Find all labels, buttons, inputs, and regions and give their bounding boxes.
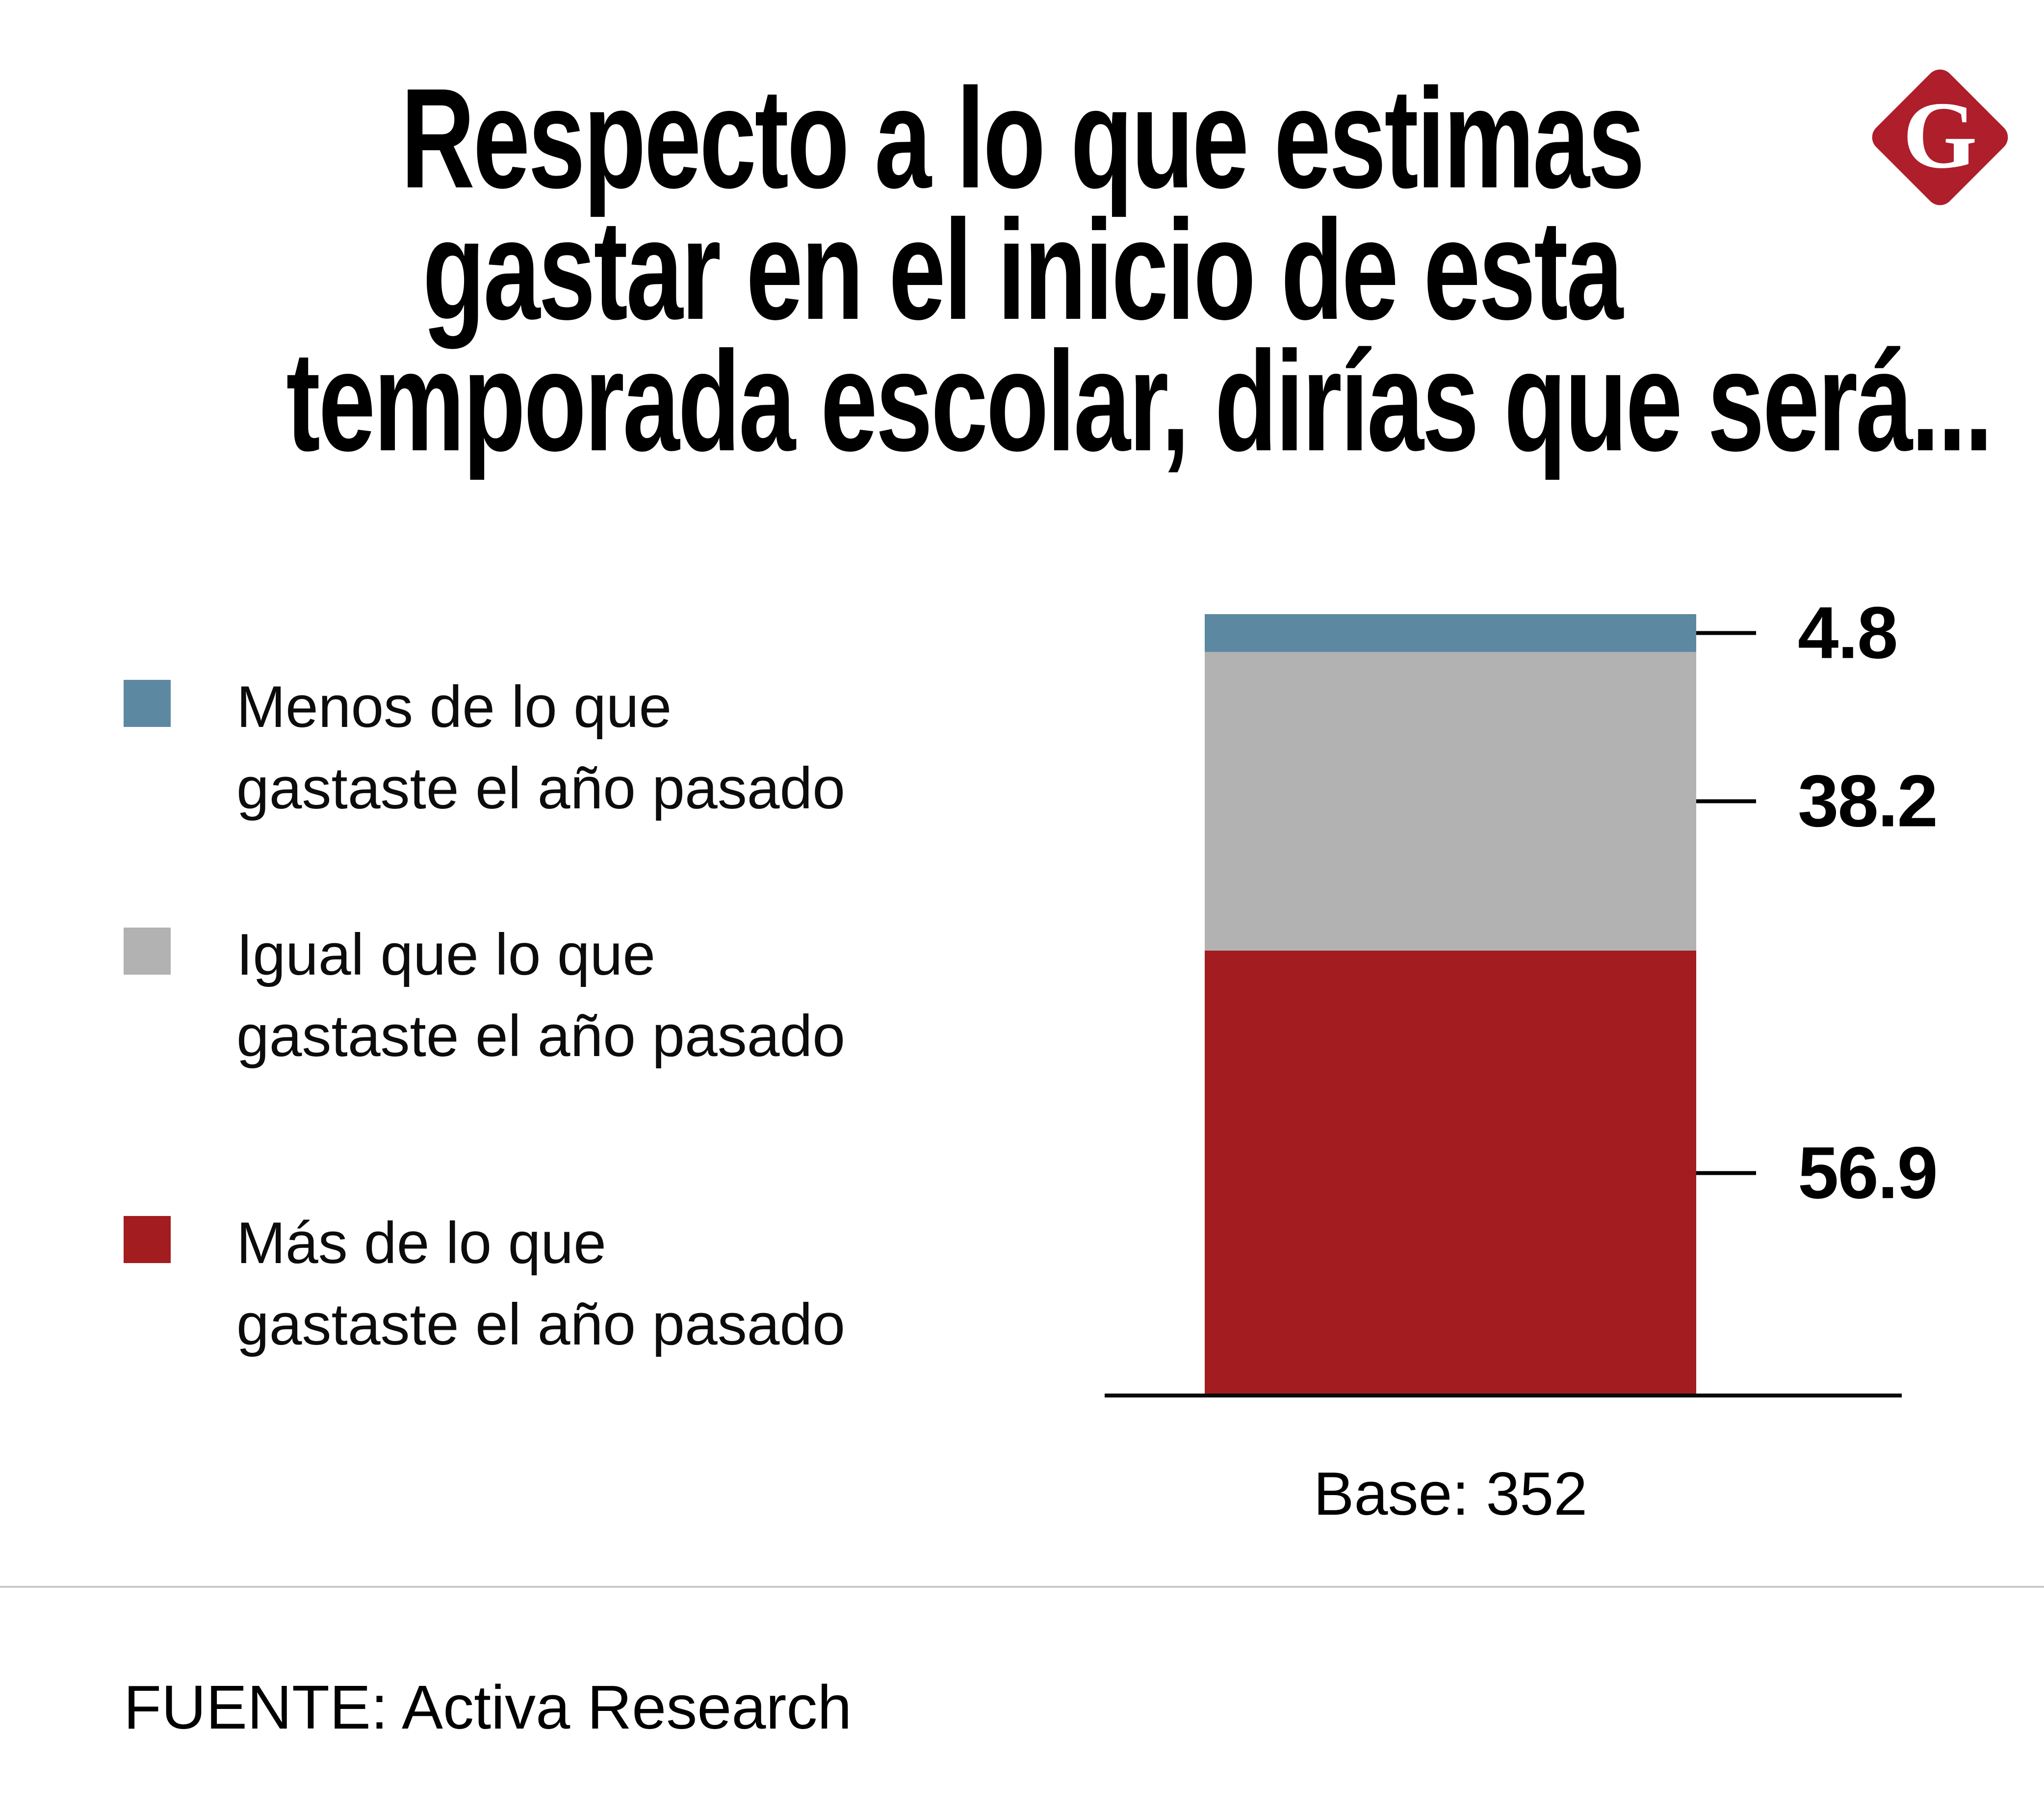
legend-item-menos: Menos de lo que gastaste el año pasado [124,666,845,829]
legend-swatch-gray [124,928,171,975]
legend-swatch-red [124,1216,171,1263]
legend-label-line1: Menos de lo que [236,674,672,740]
legend-label-line1: Más de lo que [236,1210,606,1276]
page-title: Respecto a lo que estimas gastar en el i… [0,59,2044,481]
legend-label: Más de lo que gastaste el año pasado [236,1202,845,1365]
callout-tick-line [1696,799,1756,803]
source-text: FUENTE: Activa Research [124,1673,852,1742]
callout-tick-line [1696,1171,1756,1175]
value-callouts: 4.8 38.2 56.9 [1696,592,2042,1396]
legend-label-line2: gastaste el año pasado [236,1003,845,1069]
base-note: Base: 352 [1313,1460,1588,1528]
logo-letter-g: G [1903,82,1977,188]
value-callout-2: 56.9 [1696,1131,1938,1215]
bar-segment-1 [1205,651,1696,951]
brand-logo: G [1866,64,2014,211]
bar-segment-2 [1205,950,1696,1396]
callout-tick-line [1696,631,1756,635]
legend-label: Igual que lo que gastaste el año pasado [236,914,845,1077]
legend-swatch-blue [124,680,171,727]
value-label: 4.8 [1798,591,1898,674]
legend-item-mas: Más de lo que gastaste el año pasado [124,1202,845,1365]
legend-label-line1: Igual que lo que [236,922,656,987]
legend-label-line2: gastaste el año pasado [236,1292,845,1357]
value-callout-0: 4.8 [1696,591,1898,675]
value-label: 38.2 [1798,759,1938,842]
title-line-1: Respecto a lo que estimas [401,59,1645,218]
value-label: 56.9 [1798,1131,1938,1214]
stacked-bar [1205,614,1696,1396]
title-line-3: temporada escolar, dirías que será... [286,322,1993,481]
title-line-2: gastar en el inicio de esta [422,190,1623,349]
legend-label-line2: gastaste el año pasado [236,755,845,821]
legend-item-igual: Igual que lo que gastaste el año pasado [124,914,845,1077]
x-axis-line [1105,1394,1902,1397]
bar-segment-0 [1205,614,1696,652]
value-callout-1: 38.2 [1696,759,1938,844]
legend-label: Menos de lo que gastaste el año pasado [236,666,845,829]
footer-divider [0,1586,2044,1588]
